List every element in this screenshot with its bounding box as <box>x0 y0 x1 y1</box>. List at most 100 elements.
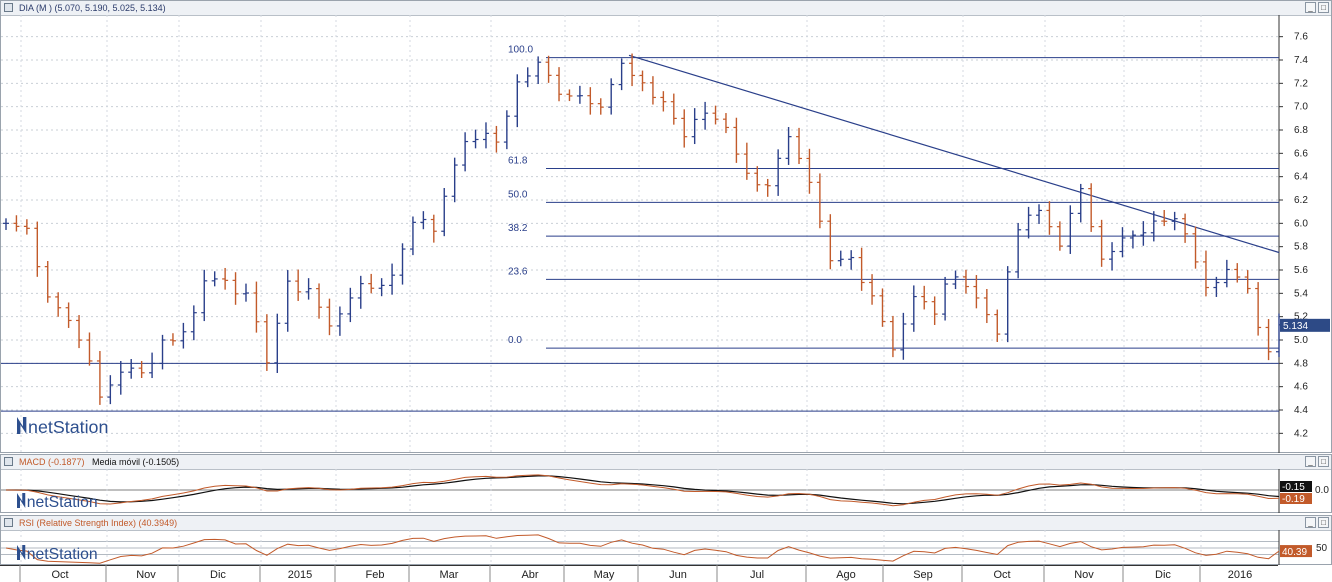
ohlc-bar <box>96 350 103 405</box>
x-tick-label: 2016 <box>1228 569 1252 581</box>
ohlc-bar <box>931 296 938 325</box>
rsi-panel: RSI (Relative Strength Index) (40.3949) … <box>0 515 1332 565</box>
ohlc-bar <box>1036 204 1043 224</box>
ohlc-bar <box>451 157 458 203</box>
x-tick-label: Jul <box>750 569 764 581</box>
ohlc-bar <box>973 275 980 309</box>
netstation-wordmark: netStation <box>27 546 98 563</box>
y-tick-label: 4.4 <box>1294 405 1308 416</box>
ohlc-bar <box>576 85 583 104</box>
ohlc-bar <box>253 281 260 333</box>
ohlc-bar <box>952 270 959 290</box>
ohlc-bar <box>1119 227 1126 258</box>
minimize-button[interactable]: _ <box>1305 2 1316 13</box>
fib-label: 100.0 <box>508 45 533 56</box>
maximize-button[interactable]: □ <box>1318 2 1329 13</box>
ohlc-bar <box>326 298 333 336</box>
macd-chart[interactable]: -0.15-0.19 0.0 netStation <box>1 469 1331 513</box>
maximize-button[interactable]: □ <box>1318 456 1329 467</box>
y-tick-label: 5.4 <box>1294 288 1308 299</box>
price-chart[interactable]: 7.67.47.27.06.86.66.46.26.05.85.65.45.25… <box>1 15 1331 453</box>
y-tick-label: 6.0 <box>1294 218 1308 229</box>
rsi-badge-label: 40.39 <box>1282 547 1307 558</box>
ohlc-series <box>3 53 1282 405</box>
rsi-chart[interactable]: 40.39 50 netStation <box>1 530 1331 565</box>
x-tick-label: Dic <box>210 569 226 581</box>
x-tick-label: Jun <box>669 569 687 581</box>
ohlc-bar <box>900 312 907 360</box>
ohlc-bar <box>1234 263 1241 283</box>
y-tick-label: 7.4 <box>1294 55 1308 66</box>
ohlc-bar <box>816 173 823 229</box>
maximize-button[interactable]: □ <box>1318 517 1329 528</box>
rsi-badge <box>1280 545 1312 558</box>
ohlc-bar <box>743 142 750 180</box>
ohlc-bar <box>1077 183 1084 223</box>
x-tick-label: Abr <box>521 569 538 581</box>
price-panel-header: DIA (M ) (5.070, 5.190, 5.025, 5.134) _ … <box>1 1 1331 16</box>
ohlc-bar <box>357 275 364 309</box>
ohlc-bar <box>263 314 270 371</box>
y-tick-label: 6.6 <box>1294 148 1308 159</box>
ohlc-bar <box>232 272 239 305</box>
x-tick-label: Mar <box>440 569 459 581</box>
y-tick-label: 5.8 <box>1294 242 1308 253</box>
ohlc-bar <box>535 56 542 85</box>
ohlc-bar <box>368 273 375 294</box>
ohlc-bar <box>3 218 9 230</box>
x-tick-label: Sep <box>913 569 933 581</box>
fib-label: 50.0 <box>508 189 528 200</box>
ohlc-bar <box>1025 206 1032 239</box>
ohlc-bar <box>1255 282 1262 336</box>
last-price-label: 5.134 <box>1283 321 1308 332</box>
ohlc-bar <box>629 53 636 87</box>
ohlc-bar <box>670 93 677 125</box>
ohlc-bar <box>1015 222 1022 279</box>
x-tick-label: May <box>594 569 615 581</box>
ohlc-bar <box>86 332 93 366</box>
fib-label: 23.6 <box>508 266 528 277</box>
last-price-badge <box>1280 318 1330 332</box>
ohlc-bar <box>399 243 406 285</box>
macd-badge-top-label: -0.15 <box>1282 482 1305 493</box>
y-tick-label: 5.0 <box>1294 335 1308 346</box>
ohlc-bar <box>1265 319 1272 361</box>
fib-label: 61.8 <box>508 156 528 167</box>
x-tick-label: Oct <box>993 569 1010 581</box>
y-tick-label: 5.2 <box>1294 312 1308 323</box>
ohlc-bar <box>681 109 688 148</box>
ohlc-bar <box>274 313 281 373</box>
ohlc-bar <box>316 283 323 319</box>
ohlc-bar <box>242 283 249 302</box>
netstation-logo: netStation <box>17 493 98 511</box>
rsi-title: RSI (Relative Strength Index) (40.3949) <box>19 518 178 528</box>
ohlc-bar <box>858 247 865 291</box>
y-tick-label: 4.2 <box>1294 428 1308 439</box>
ohlc-bar <box>462 132 469 172</box>
minimize-button[interactable]: _ <box>1305 517 1316 528</box>
ohlc-bar <box>169 333 176 346</box>
ohlc-bar <box>1161 210 1168 227</box>
ohlc-bar <box>712 105 719 125</box>
ohlc-bar <box>1067 205 1074 254</box>
ohlc-bar <box>222 267 229 290</box>
ohlc-bar <box>1140 221 1147 246</box>
ohlc-bar <box>503 110 510 150</box>
ohlc-bar <box>764 178 771 197</box>
macd-badge-bottom-label: -0.19 <box>1282 494 1305 505</box>
x-tick-label: Nov <box>1074 569 1094 581</box>
ohlc-bar <box>44 261 51 303</box>
ohlc-bar <box>639 70 646 92</box>
x-axis: Oct Nov Dic 2015 Feb Mar Abr May Jun Jul Ago Sep Oct… <box>0 565 1278 582</box>
macd-panel: MACD (-0.1877) Media móvil (-0.1505) _ □… <box>0 454 1332 513</box>
x-tick-label: Oct <box>51 569 68 581</box>
ohlc-bar <box>472 129 479 149</box>
ohlc-bar <box>159 334 166 370</box>
minimize-button[interactable]: _ <box>1305 456 1316 467</box>
ohlc-bar <box>347 287 354 323</box>
macd-badge-top <box>1280 481 1312 492</box>
ohlc-bar <box>910 285 917 332</box>
ohlc-bar <box>754 166 761 192</box>
ohlc-bar <box>649 76 656 105</box>
y-tick-label: 7.2 <box>1294 78 1308 89</box>
